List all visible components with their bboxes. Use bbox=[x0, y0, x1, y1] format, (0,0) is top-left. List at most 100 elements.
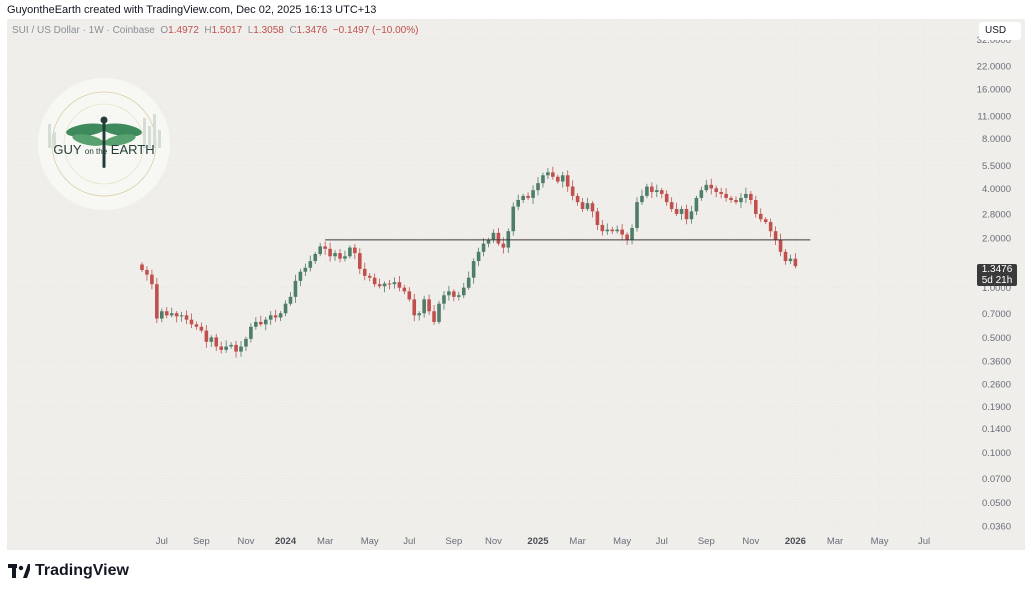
candle-body bbox=[155, 284, 159, 319]
candle-body bbox=[362, 268, 367, 276]
candle-body bbox=[501, 243, 506, 248]
candle-body bbox=[308, 261, 313, 268]
candle-body bbox=[778, 239, 783, 252]
candle-body bbox=[179, 315, 184, 317]
bar-countdown: 5d 21h bbox=[981, 275, 1013, 286]
x-tick-label: 2026 bbox=[785, 536, 806, 547]
candle-body bbox=[763, 219, 768, 223]
candle-body bbox=[744, 193, 748, 198]
candle-body bbox=[620, 229, 624, 235]
candle-body bbox=[590, 203, 595, 212]
candle-body bbox=[407, 291, 412, 300]
candle-body bbox=[140, 264, 144, 271]
candle-body bbox=[645, 186, 649, 196]
candle-body bbox=[358, 253, 362, 269]
low-value: 1.3058 bbox=[253, 25, 284, 36]
candle-body bbox=[491, 232, 496, 240]
candle-body bbox=[754, 199, 758, 214]
candle-body bbox=[486, 239, 491, 244]
candle-body bbox=[224, 346, 228, 350]
y-tick-label: 0.1900 bbox=[982, 402, 1011, 413]
candle-body bbox=[209, 337, 214, 342]
candle-body bbox=[560, 175, 565, 182]
x-tick-label: Mar bbox=[317, 536, 333, 547]
candle-body bbox=[333, 253, 337, 257]
candle-body bbox=[160, 311, 164, 319]
x-tick-label: Mar bbox=[827, 536, 843, 547]
candle-body bbox=[655, 190, 659, 193]
x-tick-label: Nov bbox=[485, 536, 502, 547]
y-tick-label: 2.0000 bbox=[982, 234, 1011, 245]
last-price-badge: 1.3476 5d 21h bbox=[977, 264, 1017, 286]
candle-body bbox=[164, 311, 169, 316]
candle-body bbox=[541, 175, 545, 184]
candle-body bbox=[640, 195, 644, 203]
currency-button[interactable]: USD bbox=[979, 22, 1021, 40]
candle-body bbox=[471, 261, 476, 278]
y-tick-label: 0.3600 bbox=[982, 356, 1011, 367]
candle-body bbox=[793, 258, 798, 267]
open-value: 1.4972 bbox=[168, 25, 199, 36]
candle-body bbox=[709, 184, 714, 189]
candle-body bbox=[254, 321, 258, 327]
candle-body bbox=[689, 211, 694, 220]
candle-body bbox=[427, 299, 431, 312]
y-tick-label: 32.0000 bbox=[977, 35, 1011, 46]
candle-body bbox=[630, 228, 634, 240]
candle-body bbox=[664, 193, 669, 203]
candle-body bbox=[659, 190, 664, 194]
guy-on-the-earth-logo: GUY on the EARTH bbox=[38, 78, 170, 210]
candle-body bbox=[367, 275, 372, 278]
y-tick-label: 0.1000 bbox=[982, 448, 1011, 459]
candle-body bbox=[605, 229, 610, 232]
chart-area[interactable]: 32.0000 22.0000 16.0000 11.0000 8.0000 5.5000… bbox=[7, 19, 1025, 550]
change-value: −0.1497 (−10.00%) bbox=[332, 25, 419, 36]
candle-body bbox=[392, 282, 397, 285]
x-tick-label: 2025 bbox=[527, 536, 549, 547]
y-tick-label: 22.0000 bbox=[977, 62, 1011, 73]
candle-body bbox=[432, 311, 436, 322]
candle-body bbox=[773, 231, 778, 240]
candle-body bbox=[328, 248, 332, 257]
y-tick-label: 11.0000 bbox=[977, 111, 1011, 122]
attribution-text: GuyontheEarth created with TradingView.c… bbox=[7, 4, 377, 16]
candle-body bbox=[249, 326, 253, 339]
y-tick-label: 0.7000 bbox=[982, 309, 1011, 320]
candle-body bbox=[595, 211, 600, 225]
candle-body bbox=[189, 319, 194, 325]
candle-body bbox=[457, 295, 461, 297]
x-tick-label: 2024 bbox=[275, 536, 297, 547]
candle-body bbox=[447, 291, 451, 296]
candle-body bbox=[204, 330, 209, 342]
candle-body bbox=[338, 253, 342, 259]
candle-body bbox=[496, 232, 501, 244]
y-tick-label: 2.8000 bbox=[982, 209, 1011, 220]
candle-body bbox=[635, 202, 639, 229]
candle-body bbox=[516, 199, 520, 207]
y-tick-label: 1.0000 bbox=[982, 283, 1011, 294]
candle-body bbox=[466, 277, 471, 288]
candle-body bbox=[278, 313, 283, 318]
x-tick-label: Nov bbox=[742, 536, 759, 547]
candle-body bbox=[145, 270, 149, 275]
x-tick-label: May bbox=[613, 536, 631, 547]
tradingview-logo[interactable]: TradingView bbox=[8, 562, 129, 580]
candle-body bbox=[234, 344, 238, 352]
y-tick-label: 0.0500 bbox=[982, 498, 1011, 509]
candle-body bbox=[556, 176, 560, 182]
x-tick-label: Nov bbox=[237, 536, 254, 547]
candle-body bbox=[758, 213, 763, 220]
candle-body bbox=[343, 256, 347, 259]
ohlc-legend: SUI / US Dollar · 1W · Coinbase O1.4972 … bbox=[12, 25, 419, 36]
candle-body bbox=[679, 208, 684, 214]
candle-body bbox=[481, 243, 486, 252]
y-tick-label: 16.0000 bbox=[977, 84, 1011, 95]
candle-body bbox=[214, 337, 219, 347]
candle-body bbox=[150, 274, 154, 285]
candle-body bbox=[650, 186, 654, 193]
price-chart[interactable]: 32.0000 22.0000 16.0000 11.0000 8.0000 5.5000… bbox=[7, 19, 1025, 550]
y-tick-label: 4.0000 bbox=[982, 184, 1011, 195]
candle-body bbox=[184, 315, 189, 320]
candle-body bbox=[422, 299, 426, 314]
candle-body bbox=[377, 284, 382, 287]
